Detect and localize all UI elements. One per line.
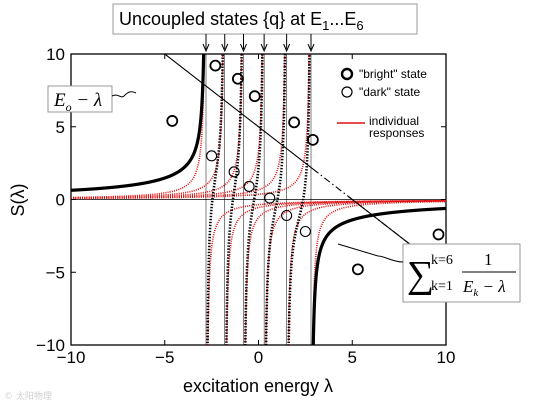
bright-state-marker (248, 90, 261, 103)
dark-state-marker (206, 150, 218, 162)
bright-state-marker (432, 228, 445, 241)
uncoupled-state-arrowhead (221, 43, 229, 53)
line-label: Eo − λ (53, 90, 102, 114)
bright-state-marker (166, 115, 179, 127)
legend-individual-label-1: individual (369, 114, 419, 128)
y-tick-label: 0 (56, 191, 65, 210)
y-tick-label: −10 (36, 336, 65, 355)
legend: "bright" state "dark" state individual r… (337, 67, 427, 140)
line-label-leader (111, 91, 137, 98)
total-response-curve (244, 54, 264, 345)
dark-state-marker (243, 180, 255, 192)
sum-denominator: Ek − λ (462, 277, 506, 299)
x-tick-label: 5 (348, 348, 357, 367)
uncoupled-state-arrowhead (283, 43, 291, 53)
y-tick-label: 10 (46, 45, 65, 64)
bright-state-marker (351, 263, 364, 276)
watermark: © 太阳物理 (4, 390, 52, 402)
sum-sigma: ∑ (407, 254, 434, 296)
title-banner: Uncoupled states {q} at E1...E6 (112, 3, 418, 35)
sum-upper: k=6 (431, 253, 453, 268)
x-tick-label: −5 (155, 348, 174, 367)
dark-state-marker (264, 192, 276, 204)
legend-dark-marker (341, 86, 353, 98)
bright-state-marker (209, 59, 222, 72)
legend-dark-label: "dark" state (359, 85, 421, 99)
bright-state-marker (288, 116, 301, 129)
y-tick-label: −5 (46, 263, 65, 282)
e0-minus-lambda-line (163, 54, 314, 170)
sum-leader (337, 243, 404, 263)
total-response-curve (311, 206, 446, 345)
chart-title: Uncoupled states {q} at E1...E6 (119, 9, 364, 33)
sum-annotation: ∑ k=6 k=1 1 Ek − λ (337, 243, 521, 303)
uncoupled-state-arrowhead (240, 43, 247, 53)
dark-state-marker (228, 166, 240, 178)
x-tick-label: 10 (437, 348, 456, 367)
x-axis-title: excitation energy λ (183, 376, 333, 396)
x-tick-label: 0 (254, 348, 263, 367)
y-axis-title: S(λ) (8, 184, 28, 217)
sum-numerator: 1 (484, 250, 493, 269)
total-response-curve (71, 54, 206, 192)
total-response-curve (206, 54, 225, 345)
uncoupled-state-arrowhead (202, 43, 210, 53)
legend-individual-label-2: responses (369, 126, 424, 140)
legend-bright-marker (340, 67, 354, 81)
uncoupled-state-arrowhead (260, 43, 268, 53)
dark-state-marker (281, 209, 293, 222)
line-annotation: Eo − λ (47, 85, 137, 114)
individual-response-curve (287, 200, 446, 345)
uncoupled-state-arrowhead (307, 43, 315, 53)
total-response-curve (225, 54, 243, 345)
y-tick-label: 5 (56, 118, 65, 137)
sum-lower: k=1 (431, 279, 453, 294)
bright-state-marker (306, 133, 319, 146)
individual-response-curve (244, 200, 446, 345)
total-response-curve (287, 54, 311, 345)
legend-bright-label: "bright" state (359, 67, 427, 81)
dark-state-marker (299, 225, 311, 238)
x-tick-label: −10 (57, 348, 86, 367)
bright-state-marker (231, 72, 244, 85)
individual-response-curve (207, 199, 446, 345)
